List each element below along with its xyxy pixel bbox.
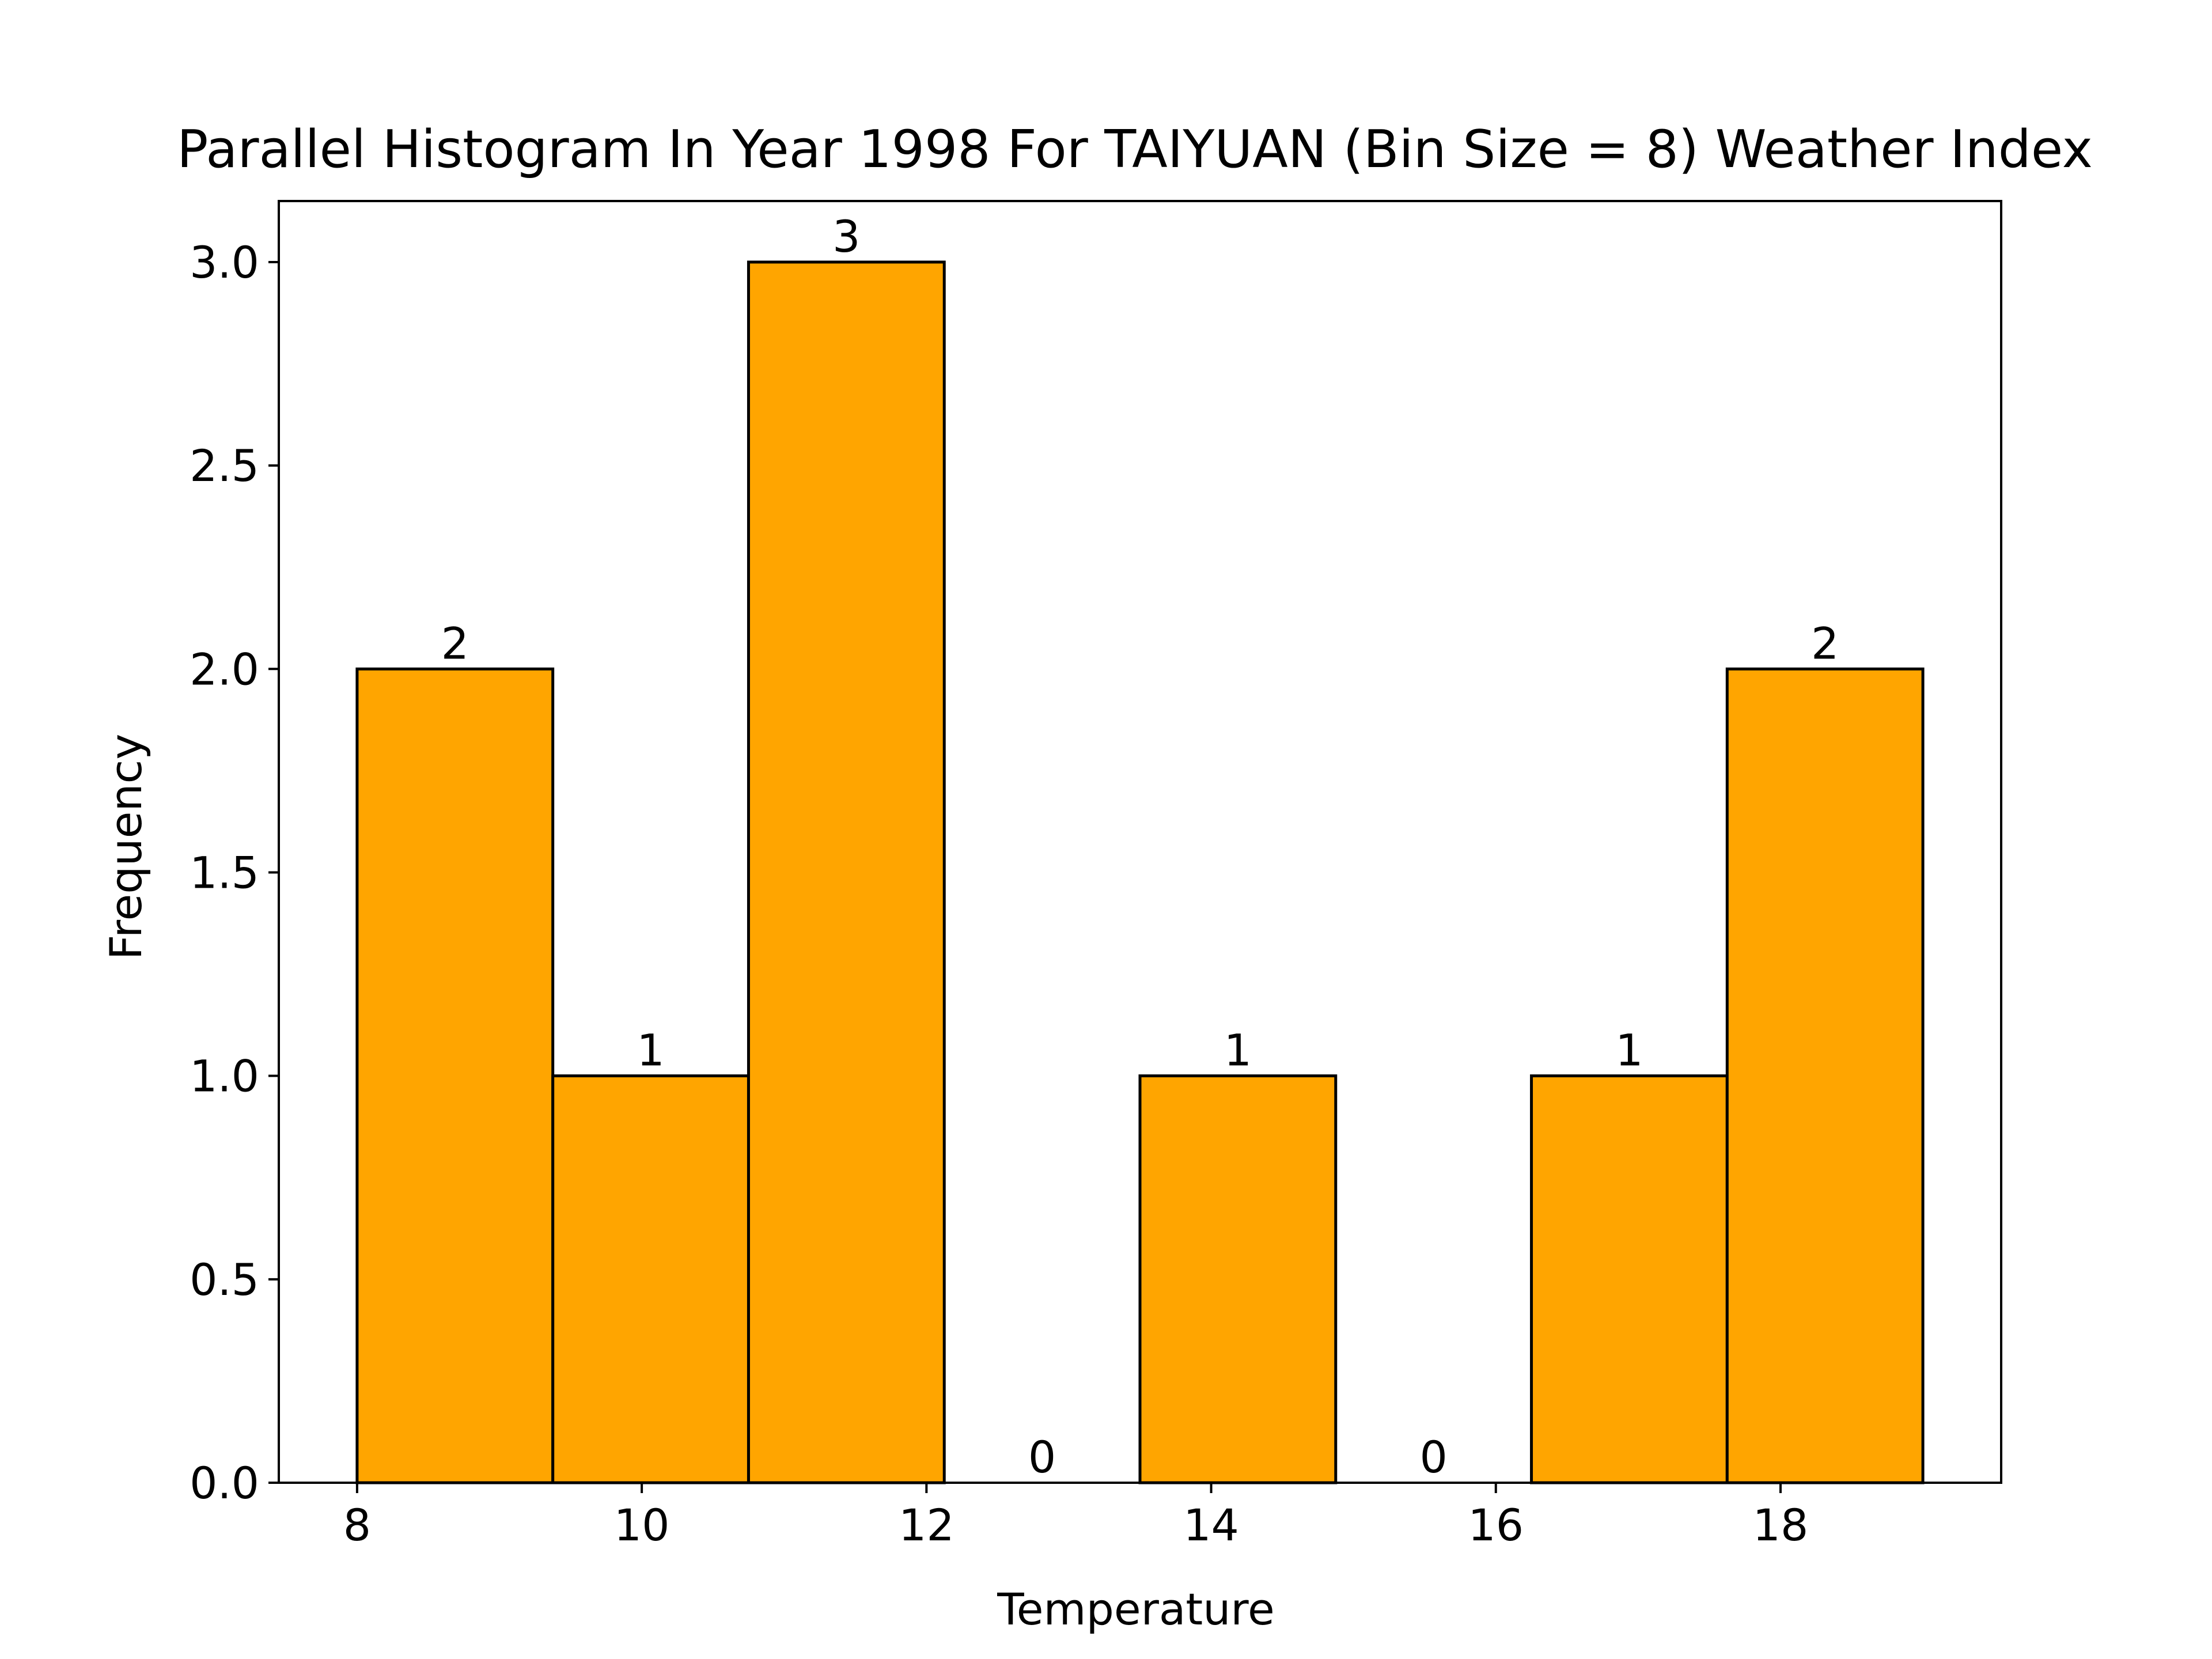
bar-value-label: 0 [1419,1431,1447,1483]
x-tick-label: 10 [614,1499,670,1551]
bar-value-label: 1 [1224,1025,1252,1076]
histogram-bar [551,1074,750,1484]
histogram-bar [1138,1074,1338,1484]
plot-frame [278,200,2002,1484]
x-tick-label: 14 [1183,1499,1239,1551]
y-tick-label: 1.5 [190,847,259,898]
y-tick-label: 2.0 [190,643,259,695]
bars-group [355,260,1925,1484]
bar-value-label: 0 [1028,1431,1056,1483]
bar-value-label: 1 [1615,1025,1643,1076]
y-tick-label: 0.0 [190,1457,259,1509]
histogram-bar [1530,1074,1729,1484]
y-axis-label: Frequency [100,734,151,960]
x-tick-label: 16 [1468,1499,1524,1551]
x-tick-label: 18 [1753,1499,1809,1551]
x-tick-label: 12 [899,1499,955,1551]
bar-value-label: 2 [441,618,469,669]
bar-value-label: 3 [832,211,860,262]
histogram-bar [747,260,946,1484]
x-axis-label: Temperature [997,1584,1274,1635]
y-tick-label: 3.0 [190,237,259,288]
x-ticks-group: 8 10 12 14 16 18 [343,1483,1809,1551]
y-tick-label: 2.5 [190,440,259,491]
chart-title: Parallel Histogram In Year 1998 For TAIY… [177,119,2093,180]
y-ticks-group: 0.0 0.5 1.0 1.5 2.0 2.5 3.0 [190,237,279,1509]
x-tick-label: 8 [343,1499,371,1551]
bar-value-label: 2 [1811,618,1839,669]
bar-value-label: 1 [637,1025,664,1076]
y-tick-label: 1.0 [190,1051,259,1102]
histogram-bar [1725,667,1925,1484]
bar-labels-group: 2 1 3 0 1 0 1 2 [441,211,1839,1483]
y-tick-label: 0.5 [190,1254,259,1305]
histogram-bar [355,667,555,1484]
